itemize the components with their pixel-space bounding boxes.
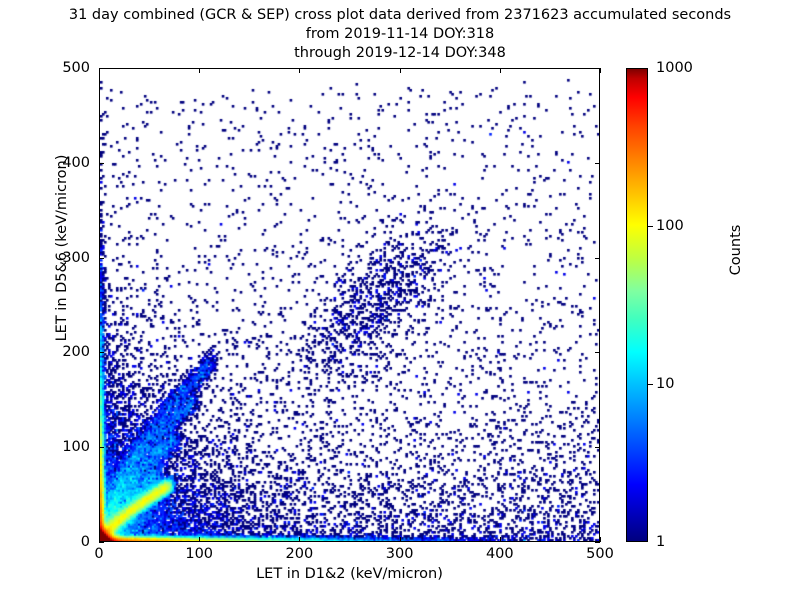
y-tick-mark (99, 447, 104, 449)
y-tick-mark (99, 162, 104, 164)
scatter-density-plot (100, 69, 599, 541)
title-line-3: through 2019-12-14 DOY:348 (294, 45, 506, 61)
colorbar-tick-label: 100 (656, 218, 684, 234)
colorbar-gradient (626, 68, 648, 542)
x-tick-mark (199, 537, 201, 542)
x-axis-label: LET in D1&2 (keV/micron) (256, 566, 443, 582)
x-tick-label: 100 (185, 546, 214, 562)
x-tick-mark (99, 537, 100, 542)
colorbar (626, 68, 648, 542)
colorbar-label: Counts (728, 224, 744, 276)
x-tick-label: 0 (94, 546, 104, 562)
y-tick-mark (595, 447, 600, 449)
y-tick-label: 400 (62, 154, 90, 171)
y-tick-mark (595, 352, 600, 354)
y-axis-label: LET in D5&6 (keV/micron) (54, 154, 70, 342)
x-tick-mark (199, 68, 201, 73)
y-tick-mark (595, 68, 600, 69)
x-tick-mark (600, 537, 601, 542)
y-tick-mark (595, 542, 600, 543)
y-tick-mark (99, 542, 104, 543)
y-tick-mark (99, 257, 104, 259)
x-tick-mark (299, 68, 301, 73)
x-tick-label: 400 (485, 546, 514, 562)
figure-title: 31 day combined (GCR & SEP) cross plot d… (0, 6, 800, 63)
x-tick-mark (499, 537, 501, 542)
y-tick-mark (595, 162, 600, 164)
y-tick-mark (595, 257, 600, 259)
title-line-1: 31 day combined (GCR & SEP) cross plot d… (68, 7, 732, 23)
y-tick-mark (99, 68, 104, 69)
x-tick-mark (99, 68, 100, 73)
x-tick-label: 300 (385, 546, 414, 562)
x-tick-mark (399, 68, 401, 73)
colorbar-tick-label: 10 (656, 376, 675, 392)
x-tick-mark (299, 537, 301, 542)
x-tick-label: 200 (285, 546, 314, 562)
title-line-2: from 2019-11-14 DOY:318 (305, 26, 495, 42)
plot-axes (99, 68, 600, 542)
x-tick-mark (399, 537, 401, 542)
colorbar-tick-mark (648, 384, 653, 385)
y-tick-label: 0 (80, 534, 90, 550)
y-tick-label: 100 (62, 439, 90, 456)
x-tick-mark (499, 68, 501, 73)
y-tick-label: 200 (62, 344, 90, 361)
x-tick-mark (600, 68, 601, 73)
y-tick-label: 300 (62, 249, 90, 266)
x-tick-label: 500 (586, 546, 614, 562)
colorbar-tick-label: 1000 (656, 60, 693, 76)
colorbar-tick-mark (648, 226, 653, 227)
y-tick-label: 500 (62, 60, 90, 76)
colorbar-tick-label: 1 (656, 534, 666, 550)
y-tick-mark (99, 352, 104, 354)
